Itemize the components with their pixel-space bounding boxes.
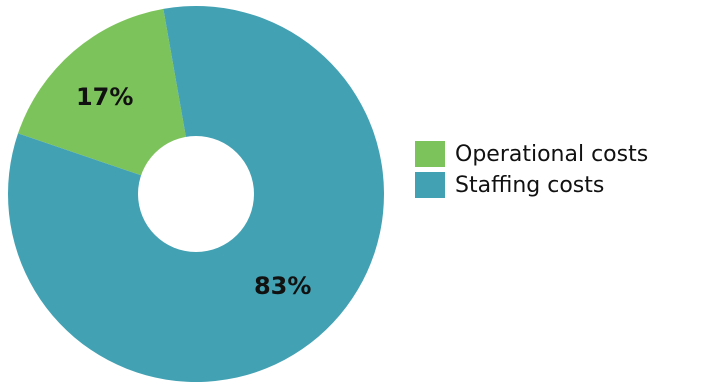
donut-chart: 17% 83% bbox=[7, 5, 384, 382]
data-label-operational-costs: 17% bbox=[76, 83, 133, 111]
legend-item-staffing-costs: Staffing costs bbox=[415, 170, 648, 200]
data-label-staffing-costs: 83% bbox=[254, 272, 311, 300]
chart-legend: Operational costs Staffing costs bbox=[415, 139, 648, 201]
donut-data-labels: 17% 83% bbox=[76, 83, 311, 300]
donut-hole bbox=[138, 136, 254, 252]
legend-label-staffing-costs: Staffing costs bbox=[455, 172, 605, 198]
legend-label-operational-costs: Operational costs bbox=[455, 141, 649, 167]
legend-swatch-operational-costs bbox=[415, 141, 445, 167]
legend-swatch-staffing-costs bbox=[415, 172, 445, 198]
legend-item-operational-costs: Operational costs bbox=[415, 139, 648, 169]
slice-operational-costs bbox=[18, 8, 197, 195]
